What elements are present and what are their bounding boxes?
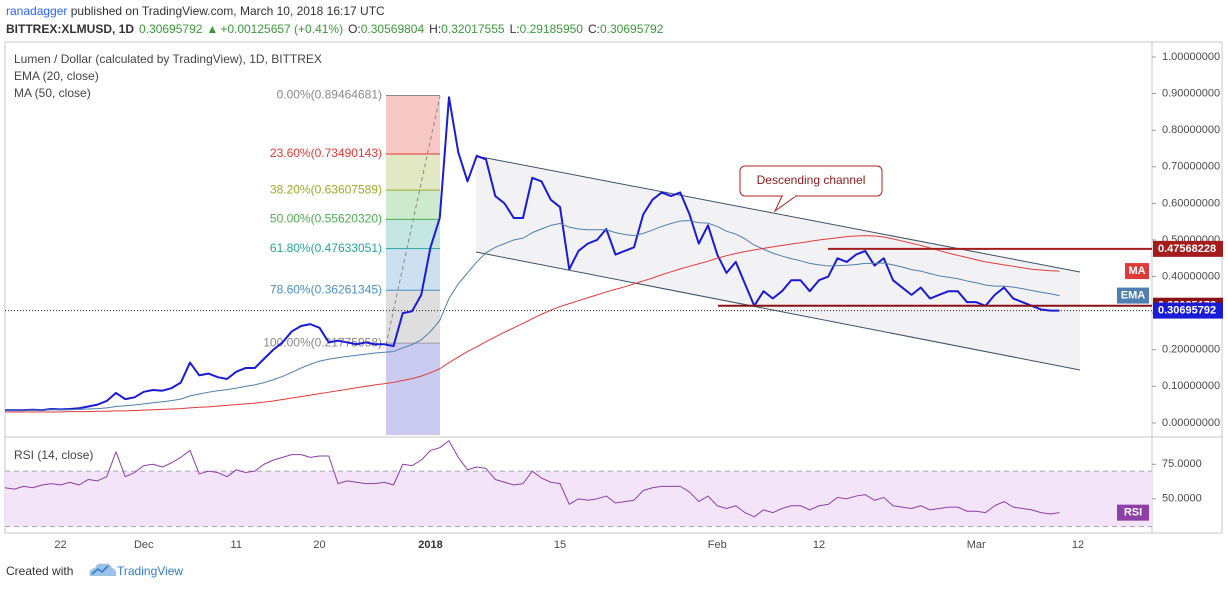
brand-logo[interactable] [89,563,117,577]
published: published on TradingView.com, March 10, … [67,4,385,18]
y-tick-label: 0.90000000 [1162,88,1220,100]
low: 0.29185950 [520,22,584,36]
open: 0.30569804 [361,22,425,36]
x-tick-label: 12 [1072,539,1084,551]
fib-trend-line [385,95,441,346]
fib-zone [386,248,440,291]
y-tick-label: 75.0000 [1162,458,1202,470]
channel-upper [475,155,1081,273]
channel-lower [475,251,1081,371]
series-tag: EMA [1121,289,1146,301]
x-tick-label: Mar [967,539,986,551]
fib-label: 78.60%(0.36261345) [270,282,382,296]
series-line [5,96,1060,412]
x-tick-label: 22 [54,539,66,551]
legend-entry: MA (50, close) [14,86,91,100]
callout-box [739,165,883,197]
series-tag: RSI [1124,507,1142,519]
legend-entry: Lumen / Dollar (calculated by TradingVie… [14,52,322,66]
last-price: 0.30695792 [139,22,203,36]
last-price-tag: 0.30695792 [1158,305,1216,317]
series-tag: MA [1128,265,1145,277]
y-tick-label: 0.40000000 [1162,270,1220,282]
y-tick-label: 1.00000000 [1162,51,1220,63]
legend-entry: EMA (20, close) [14,69,99,83]
fib-label: 50.00%(0.55620320) [270,212,382,226]
fib-zone-below [386,343,440,435]
y-tick-label: 0.60000000 [1162,197,1220,209]
open-label: O: [348,22,361,36]
last-price-box [1153,302,1223,319]
callout-text: Descending channel [757,173,866,187]
symbol: BITTREX:XLMUSD, 1D [6,22,134,36]
callout-pointer [773,195,798,213]
series-tag-box [1117,504,1149,521]
footer-brand[interactable]: TradingView [117,564,183,578]
legend-entry: RSI (14, close) [14,448,93,462]
fib-label: 23.60%(0.73490143) [270,146,382,160]
series-tag-box [1125,263,1149,280]
series-tag-box [1117,287,1149,304]
y-tick-label: 0.00000000 [1162,417,1220,429]
series-line [5,220,1060,411]
series-line [4,440,1060,518]
x-tick-label: 11 [231,539,242,551]
fib-label: 61.80%(0.47633051) [270,241,382,255]
x-tick-label: 20 [313,539,325,551]
low-label: L: [510,22,520,36]
fib-zone [386,190,440,220]
level-tag: 0.47568228 [1158,243,1216,255]
x-tick-label: Dec [134,539,154,551]
logo-line [91,565,109,575]
y-tick-label: 0.10000000 [1162,380,1220,392]
fib-label: 0.00%(0.89464681) [277,88,382,102]
y-tick-label: 50.0000 [1162,493,1202,505]
level-tag-box [1153,240,1223,257]
y-tick-label: 0.70000000 [1162,161,1220,173]
high-label: H: [429,22,441,36]
series-line [5,235,1060,413]
fib-label: 38.20%(0.63607589) [270,182,382,196]
fib-zone [386,95,440,155]
x-tick-label: 2018 [418,539,442,551]
arrow: ▲ [206,22,218,36]
symbol-line: BITTREX:XLMUSD, 1D 0.30695792 ▲ +0.00125657… [6,22,664,36]
close: 0.30695792 [600,22,664,36]
logo-cloud [89,563,117,576]
x-tick-label: 15 [554,539,566,551]
high: 0.32017555 [441,22,505,36]
annotation: Descending channel [718,165,1152,307]
author[interactable]: ranadagger [6,4,67,18]
channel-fill [476,156,1080,370]
close-label: C: [588,22,600,36]
change: +0.00125657 (+0.41%) [220,22,343,36]
background-layer [5,95,1152,527]
y-tick-label: 0.80000000 [1162,124,1220,136]
fib-zone [386,290,440,344]
chart-frame [4,41,1223,534]
publish-line: ranadagger published on TradingView.com,… [6,4,385,18]
fib-zone [386,154,440,191]
x-tick-label: Feb [708,539,727,551]
y-tick-label: 0.20000000 [1162,344,1220,356]
fib-label: 100.00%(0.21775958) [263,335,382,349]
x-tick-label: 12 [813,539,825,551]
footer-created: Created with [6,564,73,578]
